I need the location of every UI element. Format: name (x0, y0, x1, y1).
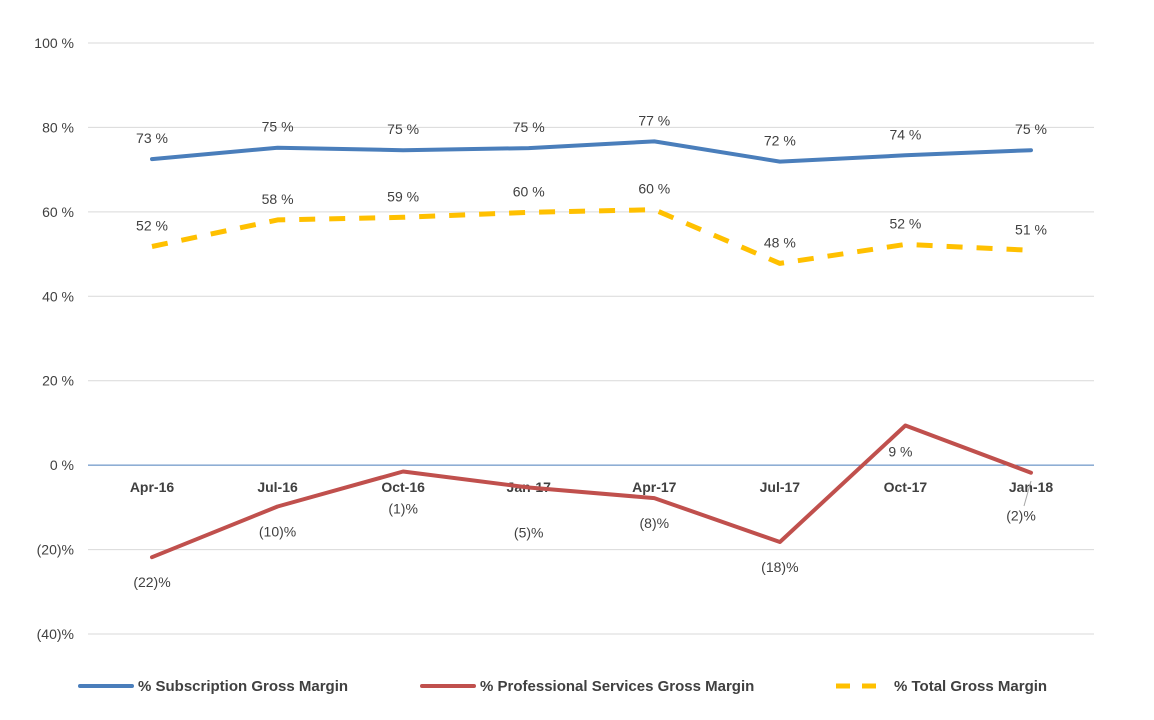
series-line-0 (150, 139, 1033, 164)
y-tick-label: (40)% (37, 626, 74, 642)
data-label: (10)% (259, 524, 296, 540)
data-label: 52 % (889, 215, 921, 231)
x-axis-labels: Apr-16 Jul-16 Oct-16 Jan-17 Apr-17 Jul-17 Oct-… (130, 479, 1054, 495)
x-tick-label: Apr-16 (130, 479, 175, 495)
data-label: (8)% (640, 515, 670, 531)
legend-entry: % Total Gross Margin (894, 678, 1047, 695)
data-labels: 73 % 75 % 75 % 75 % 77 % 72 % 74 % 75 % (22)% (10… (133, 112, 1047, 590)
legend-entry: % Subscription Gross Margin (138, 678, 348, 695)
data-label: 48 % (764, 234, 796, 250)
data-label: 60 % (513, 183, 545, 199)
y-tick-label: 20 % (42, 373, 74, 389)
data-label: 75 % (262, 119, 294, 135)
x-tick-label: Oct-16 (381, 479, 425, 495)
y-tick-label: (20)% (37, 542, 74, 558)
x-tick-label: Oct-17 (884, 479, 928, 495)
data-label: 73 % (136, 130, 168, 146)
legend: % Subscription Gross Margin % Professiona… (78, 678, 1047, 695)
data-label: 77 % (638, 112, 670, 128)
series-lines (150, 139, 1033, 560)
data-label: 72 % (764, 133, 796, 149)
data-label: (2)% (1006, 508, 1036, 524)
y-axis: 100 % 80 % 60 % 40 % 20 % 0 % (20)% (40)% (34, 35, 74, 642)
x-tick-label: Jan-18 (1009, 479, 1054, 495)
y-tick-label: 60 % (42, 204, 74, 220)
y-tick-label: 40 % (42, 288, 74, 304)
data-label: 9 % (888, 443, 912, 459)
data-label: 52 % (136, 217, 168, 233)
data-label: 51 % (1015, 221, 1047, 237)
gridlines (88, 42, 1094, 635)
y-tick-label: 0 % (50, 457, 74, 473)
data-label: 75 % (1015, 121, 1047, 137)
y-tick-label: 100 % (34, 35, 74, 51)
data-label: (5)% (514, 525, 544, 541)
data-label: (22)% (133, 574, 170, 590)
x-tick-label: Apr-17 (632, 479, 677, 495)
leader-line (1023, 480, 1032, 507)
data-label: 75 % (513, 119, 545, 135)
legend-entry: % Professional Services Gross Margin (480, 678, 754, 695)
x-tick-label: Jul-16 (257, 479, 298, 495)
data-label: 75 % (387, 121, 419, 137)
data-label: 59 % (387, 188, 419, 204)
data-label: 58 % (262, 191, 294, 207)
data-label: (18)% (761, 559, 798, 575)
data-label: (1)% (388, 500, 418, 516)
data-label: 60 % (638, 181, 670, 197)
series-line-1 (150, 423, 1033, 560)
x-tick-label: Jul-17 (760, 479, 801, 495)
data-label: 74 % (889, 126, 921, 142)
y-tick-label: 80 % (42, 119, 74, 135)
